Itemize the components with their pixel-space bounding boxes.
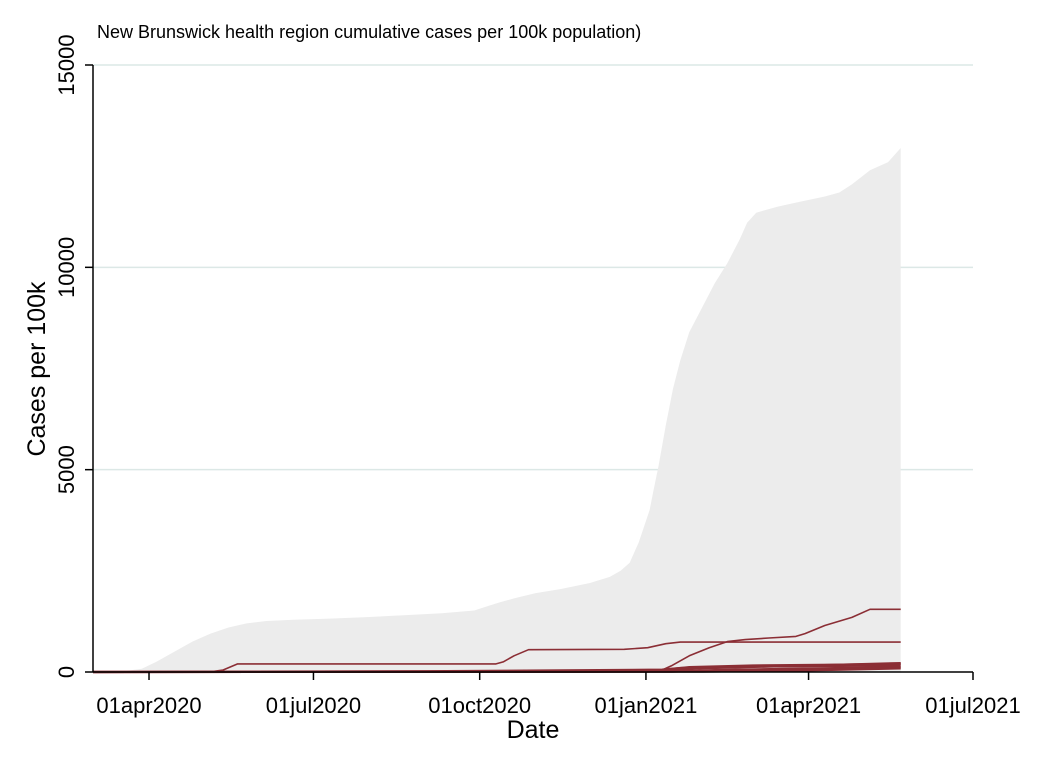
y-tick-label: 10000 [54,237,79,298]
y-tick-label: 15000 [54,34,79,95]
x-tick-label: 01jul2021 [925,693,1020,718]
series-line [92,641,901,673]
y-tick-label: 5000 [54,445,79,494]
chart-title: New Brunswick health region cumulative c… [97,22,641,42]
y-axis-title: Cases per 100k [23,281,51,457]
x-tick-label: 01jul2020 [266,693,361,718]
x-tick-label: 01apr2021 [756,693,861,718]
x-axis-title: Date [507,716,560,744]
background-area-layer [93,148,901,672]
x-tick-label: 01oct2020 [428,693,531,718]
series-line [92,608,901,673]
series-layer [92,608,901,674]
axes-layer: 0 5000 10000 15000 01apr2020 01jul2020 01oct20… [54,34,1021,718]
x-tick-label: 01jan2021 [595,693,698,718]
x-tick-label: 01apr2020 [96,693,201,718]
y-tick-label: 0 [54,666,79,678]
background-area [93,148,901,672]
